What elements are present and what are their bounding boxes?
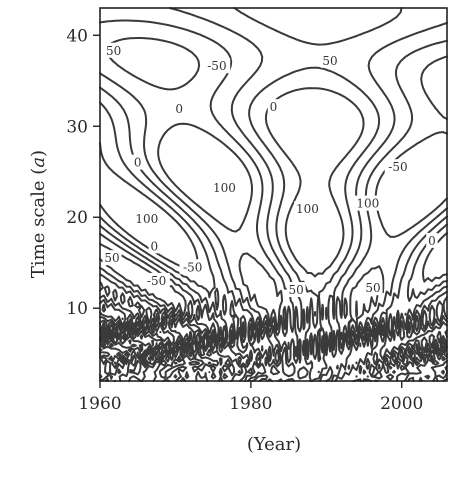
contour-label: 50 [104,251,119,265]
x-tick-label: 2000 [380,394,423,414]
contour-label: 50 [322,54,337,68]
contour-label: -50 [147,274,166,288]
contour-label-bg [133,211,161,227]
contour-label: 50 [288,283,303,297]
contour-label: 100 [213,181,236,195]
contour-label: 100 [135,212,158,226]
contour-label-bg [143,272,170,288]
plot-area: 50 0 100 50 0 -50 0 -50 100 -50 0 50 100 100 -50 0 50 50 [99,7,448,382]
y-axis-title: Time scale (a) [28,150,49,278]
contour-label-bg [179,259,207,275]
contour-label-bg [211,180,238,196]
y-tick-label: 20 [66,208,88,228]
x-tick-label: 1960 [78,394,121,414]
y-axis-title-end: ) [28,150,49,157]
x-axis-title: (Year) [247,434,301,455]
contour-label-bg [363,280,383,296]
contour-label: -50 [388,160,407,174]
contour-label-bg [104,42,124,58]
plot-frame [99,7,448,382]
contour-label: -50 [183,260,202,274]
contour-line-neg100 [99,37,448,341]
x-tick-label: 1980 [229,394,272,414]
contour-label: -50 [207,59,226,73]
contour-label-bg [148,238,161,254]
contour-line-0 [99,7,448,382]
contour-label-bg [320,52,340,68]
contour-label-bg [294,201,321,217]
contour-label: 100 [296,202,319,216]
contour-label: 100 [356,197,379,211]
y-axis: 10 20 30 40 [66,26,100,319]
y-axis-title-start: Time scale ( [28,168,49,278]
contour-label: 0 [428,234,436,248]
contour-label-bg [102,250,122,266]
contour-label-bg [426,232,438,248]
y-tick-label: 40 [66,26,88,46]
contour-label-bg [384,159,412,175]
contour-label: 0 [134,156,142,170]
contour-label-bg [203,58,231,74]
x-axis: 1960 1980 2000 [78,381,423,414]
contour-label-bg [173,100,185,116]
y-axis-title-unit: a [28,157,49,168]
contour-label-bg [286,282,306,298]
contour-label: 0 [150,239,158,253]
contour-label-bg [267,99,280,115]
contour-label: 50 [365,281,380,295]
contour-label: 50 [106,44,121,58]
contour-label-bg [131,154,144,170]
contour-label: 0 [175,102,183,116]
contour-label-bg [354,195,382,211]
y-tick-label: 10 [66,299,88,319]
y-tick-label: 30 [66,117,88,137]
contour-label: 0 [270,100,278,114]
